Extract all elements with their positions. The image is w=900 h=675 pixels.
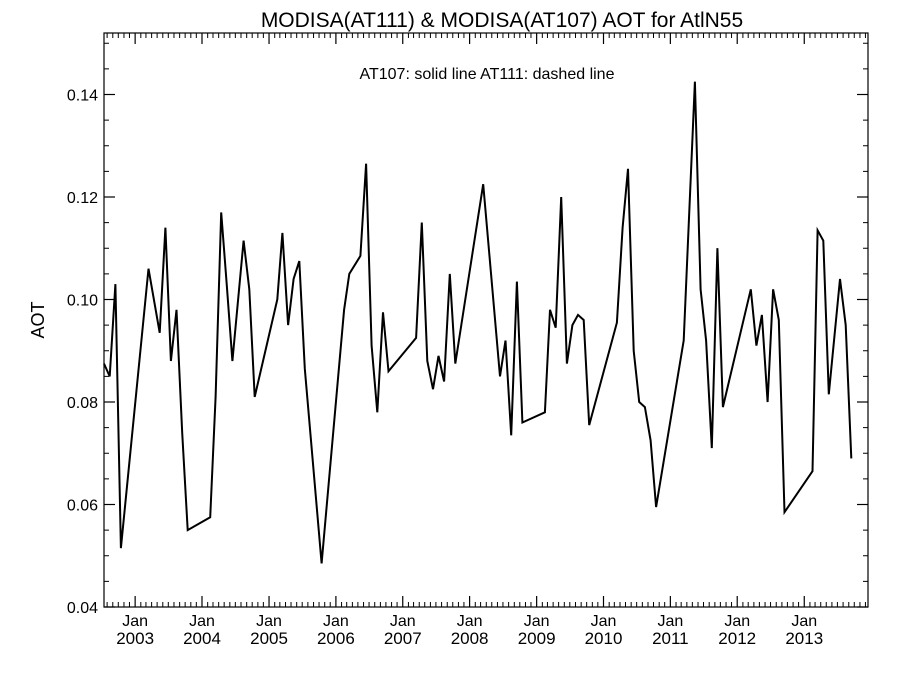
series-line-at107 (103, 81, 853, 564)
x-tick-year-label: 2006 (317, 629, 355, 648)
y-axis-ticks: 0.04 0.06 0.08 0.10 0.12 0.14 (67, 42, 868, 617)
y-tick-label: 0.04 (67, 600, 98, 617)
x-tick-month-label: Jan (791, 613, 817, 630)
x-tick-year-label: 2010 (585, 629, 623, 648)
chart-annotation: AT107: solid line AT111: dashed line (360, 66, 615, 83)
x-tick-year-label: 2003 (116, 629, 154, 648)
x-tick-month-label: Jan (323, 613, 349, 630)
series-group (103, 81, 853, 564)
x-tick-month-label: Jan (390, 613, 416, 630)
x-tick-year-label: 2012 (718, 629, 756, 648)
x-tick-month-label: Jan (122, 613, 148, 630)
x-tick-month-label: Jan (524, 613, 550, 630)
y-axis-label: AOT (28, 301, 48, 338)
y-tick-label: 0.06 (67, 498, 98, 515)
x-tick-month-label: Jan (189, 613, 215, 630)
x-tick-year-label: 2004 (183, 629, 221, 648)
chart-title: MODISA(AT111) & MODISA(AT107) AOT for At… (261, 9, 743, 32)
y-tick-label: 0.08 (67, 395, 98, 412)
x-tick-month-label: Jan (591, 613, 617, 630)
x-axis-ticks: Jan2003Jan2004Jan2005Jan2006Jan2007Jan20… (106, 33, 866, 648)
x-tick-month-label: Jan (457, 613, 483, 630)
x-tick-year-label: 2007 (384, 629, 422, 648)
y-tick-label: 0.14 (67, 88, 98, 105)
y-tick-label: 0.10 (67, 293, 98, 310)
x-tick-month-label: Jan (724, 613, 750, 630)
y-tick-label: 0.12 (67, 190, 98, 207)
x-tick-year-label: 2013 (785, 629, 823, 648)
x-tick-year-label: 2008 (451, 629, 489, 648)
x-tick-year-label: 2009 (518, 629, 556, 648)
x-tick-year-label: 2005 (250, 629, 288, 648)
x-tick-month-label: Jan (657, 613, 683, 630)
x-tick-year-label: 2011 (652, 629, 689, 648)
x-tick-month-label: Jan (256, 613, 282, 630)
